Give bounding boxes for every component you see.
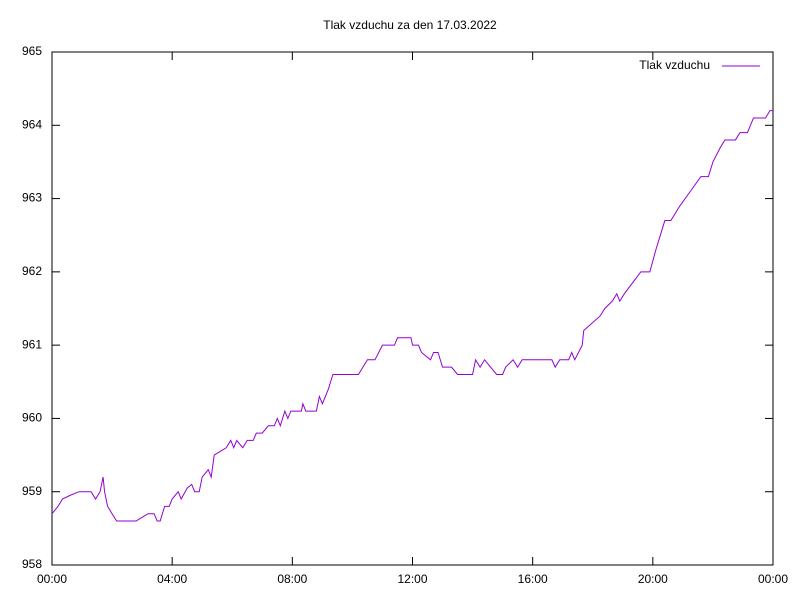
y-tick-label: 962 — [22, 264, 42, 278]
y-tick-label: 959 — [22, 484, 42, 498]
x-tick-label: 00:00 — [758, 572, 788, 586]
y-tick-label: 958 — [22, 557, 42, 571]
y-tick-label: 963 — [22, 191, 42, 205]
x-tick-label: 08:00 — [277, 572, 307, 586]
x-tick-label: 20:00 — [638, 572, 668, 586]
y-tick-label: 961 — [22, 337, 42, 351]
legend-label: Tlak vzduchu — [639, 58, 710, 72]
data-line — [51, 110, 773, 522]
y-tick-label: 964 — [22, 117, 42, 131]
x-tick-label: 12:00 — [397, 572, 427, 586]
y-tick-label: 965 — [22, 44, 42, 58]
x-tick-label: 00:00 — [37, 572, 67, 586]
chart-title: Tlak vzduchu za den 17.03.2022 — [323, 18, 497, 32]
y-tick-label: 960 — [22, 411, 42, 425]
x-tick-label: 04:00 — [157, 572, 187, 586]
x-tick-label: 16:00 — [518, 572, 548, 586]
